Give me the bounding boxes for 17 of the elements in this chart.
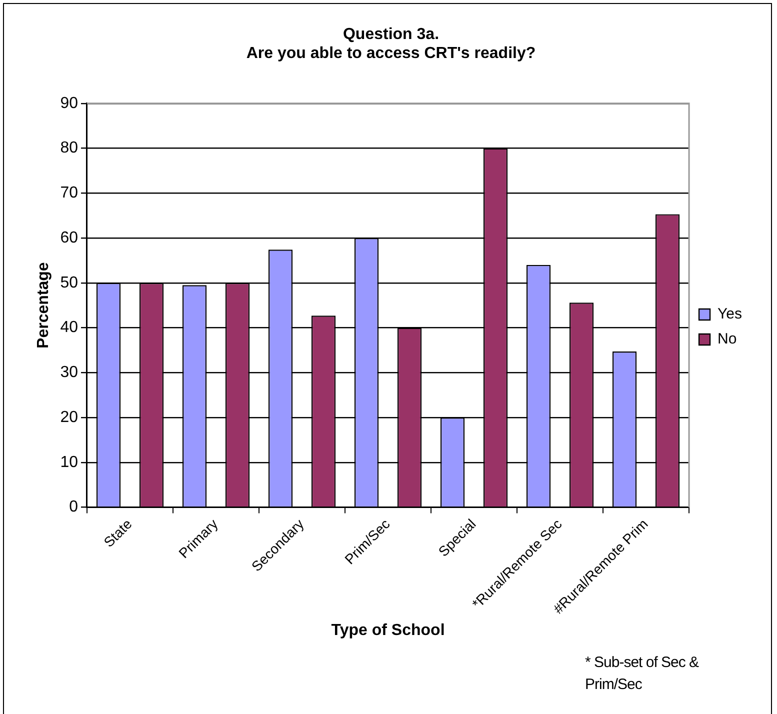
y-tick-label: 10 <box>60 454 78 471</box>
text: * Sub-set of Sec & Prim/Sec <box>585 653 700 695</box>
y-tick-label: 40 <box>60 319 78 336</box>
legend-label: No <box>718 330 737 348</box>
y-tick-label: 0 <box>69 498 78 516</box>
y-axis-title: Percentage <box>35 262 52 348</box>
y-tick-label: 60 <box>60 229 78 246</box>
text: Are you able to access CRT's readily? <box>246 45 536 62</box>
y-tick-label: 30 <box>60 364 78 382</box>
y-tick-label: 80 <box>60 140 78 157</box>
y-tick-label: 50 <box>60 274 78 292</box>
text: Question 3a. <box>342 26 440 44</box>
y-tick-label: 20 <box>60 408 78 426</box>
y-tick-label: 70 <box>60 184 78 202</box>
y-tick-label: 90 <box>60 94 78 112</box>
legend-label: Yes <box>718 306 742 323</box>
x-axis-title: Type of School <box>331 622 445 639</box>
